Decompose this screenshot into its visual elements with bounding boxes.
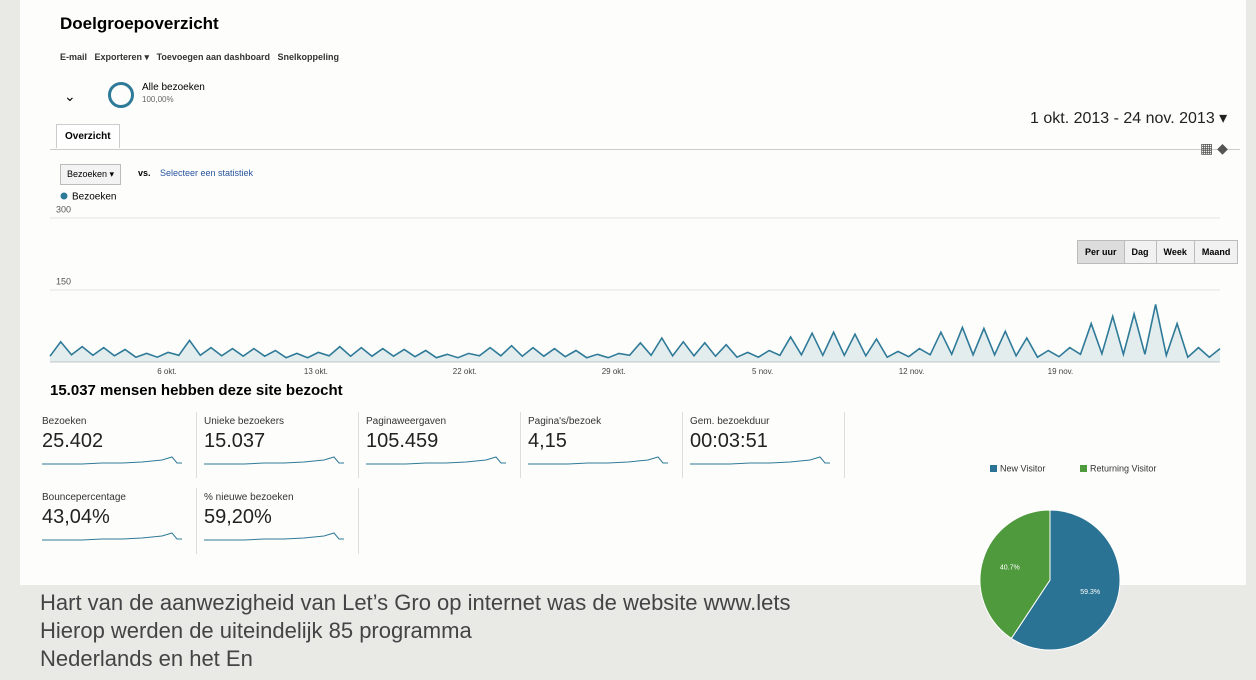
caption-line: Nederlands en het En [40, 646, 253, 671]
metric-value: 105.459 [366, 430, 439, 452]
metric-box: % nieuwe bezoeken 59,20% [198, 488, 359, 554]
metric-box: Gem. bezoekduur 00:03:51 [684, 412, 845, 478]
sparkline [366, 456, 506, 465]
sparkline-path [42, 456, 182, 465]
pie-label: 40.7% [1000, 565, 1020, 572]
toolbar-item[interactable]: Snelkoppeling [277, 52, 339, 62]
metric-label: Unieke bezoekers [204, 416, 285, 427]
pie-slice [979, 509, 1051, 640]
legend-dot [60, 192, 68, 200]
collapse-icon[interactable]: ⌄ [64, 88, 76, 104]
metric-value: 15.037 [204, 430, 266, 452]
sparkline [42, 456, 182, 465]
tab-rule [50, 149, 1240, 150]
sparkline-path [42, 532, 182, 541]
analytics-panel: Doelgroepoverzicht E-mail Exporteren ▾ T… [20, 0, 1246, 585]
date-range[interactable]: 1 okt. 2013 - 24 nov. 2013 ▾ [1030, 110, 1228, 127]
toolbar-item[interactable]: Exporteren ▾ [94, 52, 150, 62]
view-icons[interactable]: ▦ ◆ [1200, 140, 1228, 156]
legend-label: Returning Visitor [1090, 463, 1156, 473]
pie-chart-overflow: 59.3% 40.7% [979, 509, 1121, 651]
metric-label: Gem. bezoekduur [690, 416, 770, 427]
page-title: Doelgroepoverzicht [60, 14, 219, 33]
x-tick-label: 13 okt. [304, 367, 328, 376]
sparkline [690, 456, 830, 465]
y-tick-label: 300 [56, 204, 71, 214]
pie-chart: New Visitor Returning Visitor [990, 463, 1156, 473]
toolbar-item[interactable]: E-mail [60, 52, 88, 62]
metric-label: Bouncepercentage [42, 492, 126, 503]
segment-share: 100,00% [142, 95, 174, 104]
summary: 15.037 mensen hebben deze site bezocht [50, 382, 343, 399]
x-tick-label: 29 okt. [602, 367, 626, 376]
metric-box: Paginaweergaven 105.459 [360, 412, 521, 478]
sparkline-path [690, 456, 830, 465]
metric-label: Bezoeken [42, 416, 87, 427]
line-chart: Bezoeken 150 300 6 okt. 13 okt. 22 okt. 29 ok… [49, 192, 1221, 376]
x-tick-label: 6 okt. [157, 367, 177, 376]
x-tick-label: 12 nov. [899, 367, 925, 376]
sparkline [204, 532, 344, 541]
y-tick-label: 150 [56, 276, 71, 286]
pie-label: 59.3% [1080, 589, 1100, 596]
sparkline [528, 456, 668, 465]
toolbar-item[interactable]: Toevoegen aan dashboard [156, 52, 270, 62]
sparkline-path [366, 456, 506, 465]
tab[interactable]: Overzicht [56, 124, 120, 148]
metric-value: 25.402 [42, 430, 104, 452]
vs-label: vs. [138, 168, 151, 178]
metric-label: % nieuwe bezoeken [204, 492, 294, 503]
line-series [49, 304, 1221, 359]
sparkline-path [528, 456, 668, 465]
sparkline-path [204, 532, 344, 541]
x-tick-label: 5 nov. [752, 367, 773, 376]
caption-line: Hierop werden de uiteindelijk 85 program… [40, 618, 472, 643]
legend-label: Bezoeken [72, 192, 116, 203]
metric-label: Paginaweergaven [366, 416, 447, 427]
metric-value: 59,20% [204, 506, 272, 528]
compare-link[interactable]: Selecteer een statistiek [160, 168, 254, 178]
pie-slice [1010, 509, 1121, 651]
legend-swatch [1080, 465, 1087, 472]
metric-label: Pagina's/bezoek [528, 416, 602, 427]
metric-value: 43,04% [42, 506, 110, 528]
line-area [50, 304, 1220, 362]
caption-line: Hart van de aanwezigheid van Let’s Gro o… [40, 590, 791, 615]
x-tick-label: 22 okt. [453, 367, 477, 376]
sparkline-path [204, 456, 344, 465]
metric-box: Pagina's/bezoek 4,15 [522, 412, 683, 478]
legend-swatch [990, 465, 997, 472]
metric-select[interactable]: Bezoeken ▾ [60, 164, 122, 185]
sparkline [204, 456, 344, 465]
segment-name[interactable]: Alle bezoeken [142, 82, 205, 93]
granularity-buttons: Per uur Dag Week Maand [1077, 240, 1239, 264]
metric-value: 00:03:51 [690, 430, 768, 452]
x-tick-label: 19 nov. [1048, 367, 1074, 376]
granularity-button[interactable]: Per uur [1077, 240, 1125, 264]
granularity-button[interactable]: Maand [1193, 240, 1239, 264]
metric-value: 4,15 [528, 430, 567, 452]
metric-box: Bezoeken 25.402 [36, 412, 197, 478]
sparkline [42, 532, 182, 541]
toolbar: E-mail Exporteren ▾ Toevoegen aan dashbo… [60, 52, 339, 63]
granularity-button[interactable]: Dag [1123, 240, 1157, 264]
segment-circle [108, 82, 134, 108]
metric-box: Bouncepercentage 43,04% [36, 488, 197, 554]
legend-label: New Visitor [1000, 463, 1045, 473]
metric-box: Unieke bezoekers 15.037 [198, 412, 359, 478]
